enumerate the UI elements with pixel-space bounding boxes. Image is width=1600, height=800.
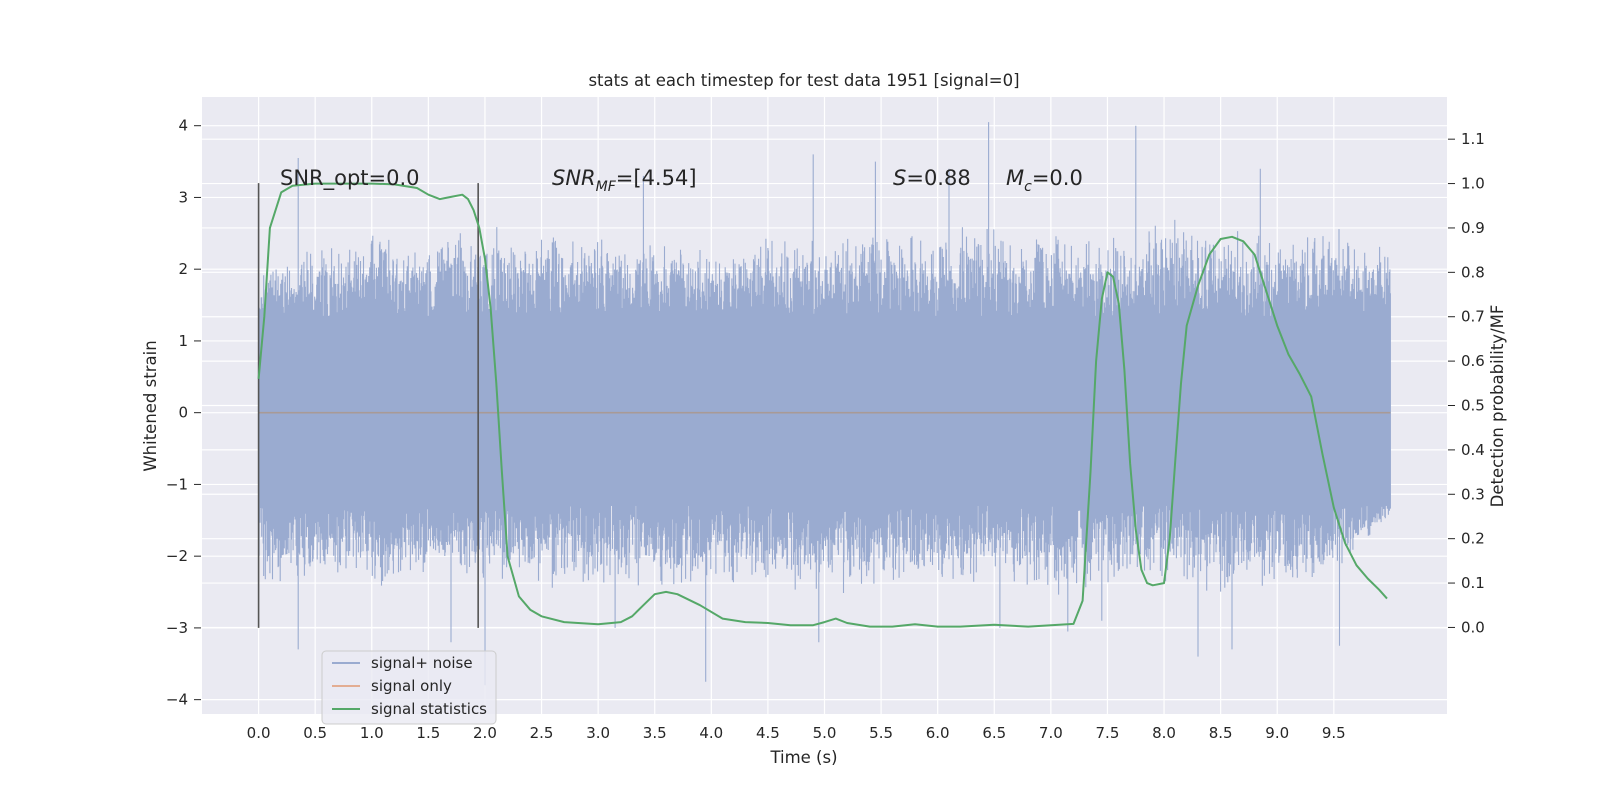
snr-mf-annotation: SNRMF=[4.54] <box>552 166 697 195</box>
y-tick-label: 0 <box>178 404 188 422</box>
y-axis-ticks: 4 3 2 1 0 −1 −2 −3 −4 <box>166 117 201 709</box>
s-annotation: S=0.88 <box>893 166 971 190</box>
x-tick-label: 6.5 <box>982 724 1006 742</box>
x-tick-label: 2.0 <box>473 724 497 742</box>
x-tick-label: 5.5 <box>869 724 893 742</box>
legend-label-noise: signal+ noise <box>371 654 473 672</box>
x-tick-label: 7.0 <box>1039 724 1063 742</box>
y2-tick-label: 1.0 <box>1461 175 1485 193</box>
x-tick-label: 9.0 <box>1265 724 1289 742</box>
mc-annotation: Mc=0.0 <box>1006 166 1083 195</box>
y2-tick-label: 0.2 <box>1461 530 1485 548</box>
s-value: =0.88 <box>906 166 970 190</box>
mc-value: =0.0 <box>1032 166 1083 190</box>
x-tick-label: 3.0 <box>586 724 610 742</box>
x-tick-label: 8.5 <box>1209 724 1233 742</box>
y-tick-label: −4 <box>166 691 188 709</box>
y2-tick-label: 0.3 <box>1461 485 1485 503</box>
plot-area <box>257 122 1391 686</box>
x-axis-ticks: 0.0 0.5 1.0 1.5 2.0 2.5 3.0 3.5 4.0 4.5 5.0 5.5 6.0 6… <box>247 724 1346 742</box>
mc-subscript: c <box>1024 179 1032 195</box>
x-tick-label: 2.5 <box>530 724 554 742</box>
legend-label-statistics: signal statistics <box>371 700 487 718</box>
y-tick-label: 3 <box>178 188 188 206</box>
legend-box <box>321 650 497 725</box>
x-tick-label: 1.0 <box>360 724 384 742</box>
x-tick-label: 6.0 <box>926 724 950 742</box>
x-tick-label: 4.0 <box>699 724 723 742</box>
s-symbol: S <box>893 166 906 190</box>
signal-noise-series <box>258 122 1391 686</box>
y2-axis-ticks: 1.1 1.0 0.9 0.8 0.7 0.6 0.5 0.4 0.3 0.2 0.1 0.0 <box>1448 130 1485 636</box>
y2-tick-label: 0.9 <box>1461 219 1485 237</box>
snr-mf-subscript: MF <box>596 179 617 195</box>
x-tick-label: 7.5 <box>1096 724 1120 742</box>
y-tick-label: 2 <box>178 260 188 278</box>
snr-mf-symbol: SNR <box>552 166 596 190</box>
y2-tick-label: 0.0 <box>1461 618 1485 636</box>
y2-tick-label: 0.4 <box>1461 441 1485 459</box>
mc-symbol: M <box>1006 166 1024 190</box>
y-axis-title: Whitened strain <box>141 340 160 471</box>
y2-tick-label: 1.1 <box>1461 130 1485 148</box>
y-tick-label: 1 <box>178 332 188 350</box>
x-tick-label: 1.5 <box>416 724 440 742</box>
x-tick-label: 3.5 <box>643 724 667 742</box>
y-tick-label: −3 <box>166 619 188 637</box>
x-tick-label: 0.5 <box>303 724 327 742</box>
y2-tick-label: 0.6 <box>1461 352 1485 370</box>
legend: signal+ noise signal only signal statist… <box>321 650 497 725</box>
x-axis-title: Time (s) <box>769 748 837 767</box>
x-tick-label: 8.0 <box>1152 724 1176 742</box>
x-tick-label: 0.0 <box>247 724 271 742</box>
signal-statistics-series <box>257 182 1388 628</box>
snr-opt-annotation: SNR_opt=0.0 <box>280 166 420 191</box>
y2-tick-label: 0.1 <box>1461 574 1485 592</box>
y-tick-label: −2 <box>166 547 188 565</box>
y-tick-label: −1 <box>166 475 188 493</box>
x-tick-label: 4.5 <box>756 724 780 742</box>
snr-mf-value: =[4.54] <box>616 166 697 190</box>
x-tick-label: 5.0 <box>813 724 837 742</box>
legend-label-signal-only: signal only <box>371 677 452 695</box>
y-tick-label: 4 <box>178 117 188 135</box>
y2-tick-label: 0.5 <box>1461 397 1485 415</box>
chart-title: stats at each timestep for test data 195… <box>588 71 1019 90</box>
y2-tick-label: 0.8 <box>1461 263 1485 281</box>
vertical-marker-lines <box>257 183 479 628</box>
x-tick-label: 9.5 <box>1322 724 1346 742</box>
y2-axis-title: Detection probability/MF <box>1488 305 1507 508</box>
y2-tick-label: 0.7 <box>1461 308 1485 326</box>
